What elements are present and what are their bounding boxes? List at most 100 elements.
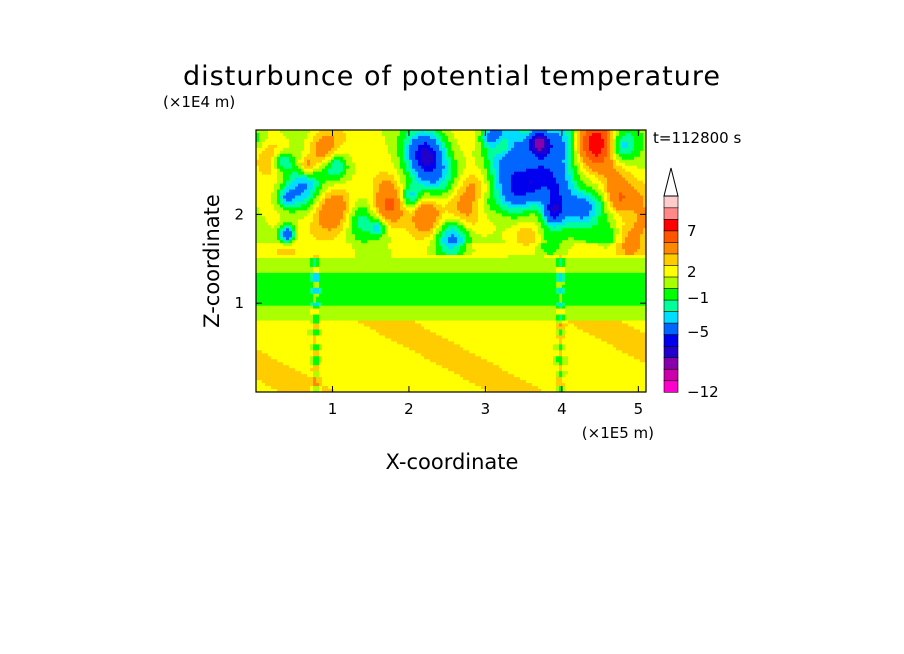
contour-cell <box>331 380 335 384</box>
contour-cell <box>304 156 308 161</box>
contour-cell <box>295 219 299 223</box>
contour-cell <box>256 287 260 292</box>
contour-cell <box>415 168 419 173</box>
contour-cell <box>406 278 410 283</box>
contour-cell <box>262 165 266 170</box>
contour-cell <box>367 323 371 327</box>
contour-cell <box>385 162 389 167</box>
contour-cell <box>310 359 314 363</box>
contour-cell <box>373 168 377 173</box>
contour-cell <box>361 234 365 238</box>
contour-cell <box>358 374 362 378</box>
contour-cell <box>286 216 290 220</box>
contour-cell <box>397 219 401 223</box>
contour-cell <box>343 249 347 253</box>
contour-cell <box>424 323 428 327</box>
contour-cell <box>358 195 362 199</box>
contour-cell <box>403 335 407 339</box>
contour-cell <box>349 344 353 348</box>
contour-cell <box>313 380 317 384</box>
contour-cell <box>319 275 323 280</box>
contour-cell <box>319 201 323 205</box>
contour-cell <box>289 326 293 330</box>
contour-cell <box>334 135 338 140</box>
contour-cell <box>367 308 371 313</box>
contour-cell <box>346 249 350 253</box>
contour-cell <box>415 350 419 354</box>
contour-cell <box>304 344 308 348</box>
contour-cell <box>289 237 293 241</box>
contour-cell <box>328 368 332 372</box>
contour-cell <box>379 246 383 250</box>
contour-cell <box>391 177 395 182</box>
contour-cell <box>406 263 410 268</box>
contour-cell <box>274 177 278 182</box>
contour-cell <box>412 368 416 372</box>
contour-cell <box>283 341 287 345</box>
contour-cell <box>256 311 260 315</box>
contour-cell <box>331 183 335 187</box>
contour-cell <box>265 249 269 253</box>
contour-cell <box>295 290 299 295</box>
contour-cell <box>295 216 299 220</box>
contour-cell <box>277 195 281 199</box>
contour-cell <box>301 326 305 330</box>
contour-cell <box>424 222 428 226</box>
contour-cell <box>301 284 305 289</box>
contour-cell <box>313 210 317 214</box>
contour-cell <box>394 147 398 152</box>
contour-cell <box>421 317 425 321</box>
contour-cell <box>394 201 398 205</box>
contour-cell <box>328 308 332 313</box>
contour-cell <box>268 362 272 366</box>
contour-cell <box>418 329 422 333</box>
contour-cell <box>265 347 269 351</box>
contour-cell <box>307 296 311 301</box>
contour-cell <box>376 383 380 387</box>
contour-cell <box>325 302 329 307</box>
contour-cell <box>301 323 305 327</box>
contour-cell <box>370 359 374 363</box>
contour-cell <box>316 335 320 339</box>
contour-cell <box>370 368 374 372</box>
contour-cell <box>397 141 401 146</box>
contour-cell <box>373 296 377 301</box>
contour-cell <box>313 302 317 307</box>
contour-cell <box>343 350 347 354</box>
contour-cell <box>394 130 398 134</box>
contour-cell <box>268 284 272 289</box>
contour-cell <box>298 159 302 164</box>
contour-cell <box>421 258 425 262</box>
contour-cell <box>292 198 296 202</box>
contour-cell <box>265 246 269 250</box>
contour-cell <box>274 162 278 167</box>
contour-cell <box>382 278 386 283</box>
contour-cell <box>280 317 284 321</box>
contour-cell <box>319 365 323 369</box>
contour-cell <box>349 252 353 256</box>
contour-cell <box>355 353 359 357</box>
contour-cell <box>367 356 371 360</box>
contour-cell <box>259 308 263 313</box>
contour-cell <box>304 329 308 333</box>
contour-cell <box>400 329 404 333</box>
contour-cell <box>358 192 362 196</box>
contour-cell <box>343 323 347 327</box>
contour-cell <box>370 246 374 250</box>
contour-cell <box>292 389 296 392</box>
contour-cell <box>361 386 365 390</box>
contour-cell <box>280 198 284 202</box>
contour-cell <box>358 338 362 342</box>
contour-cell <box>385 329 389 333</box>
contour-cell <box>382 317 386 321</box>
contour-cell <box>400 389 404 392</box>
contour-cell <box>307 347 311 351</box>
contour-cell <box>256 293 260 298</box>
contour-cell <box>298 180 302 184</box>
contour-cell <box>343 272 347 277</box>
contour-cell <box>265 207 269 211</box>
contour-cell <box>421 189 425 193</box>
contour-cell <box>367 243 371 247</box>
contour-cell <box>268 192 272 196</box>
contour-cell <box>349 130 353 134</box>
